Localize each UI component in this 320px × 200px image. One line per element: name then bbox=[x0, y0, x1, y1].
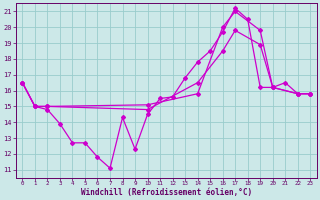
X-axis label: Windchill (Refroidissement éolien,°C): Windchill (Refroidissement éolien,°C) bbox=[81, 188, 252, 197]
